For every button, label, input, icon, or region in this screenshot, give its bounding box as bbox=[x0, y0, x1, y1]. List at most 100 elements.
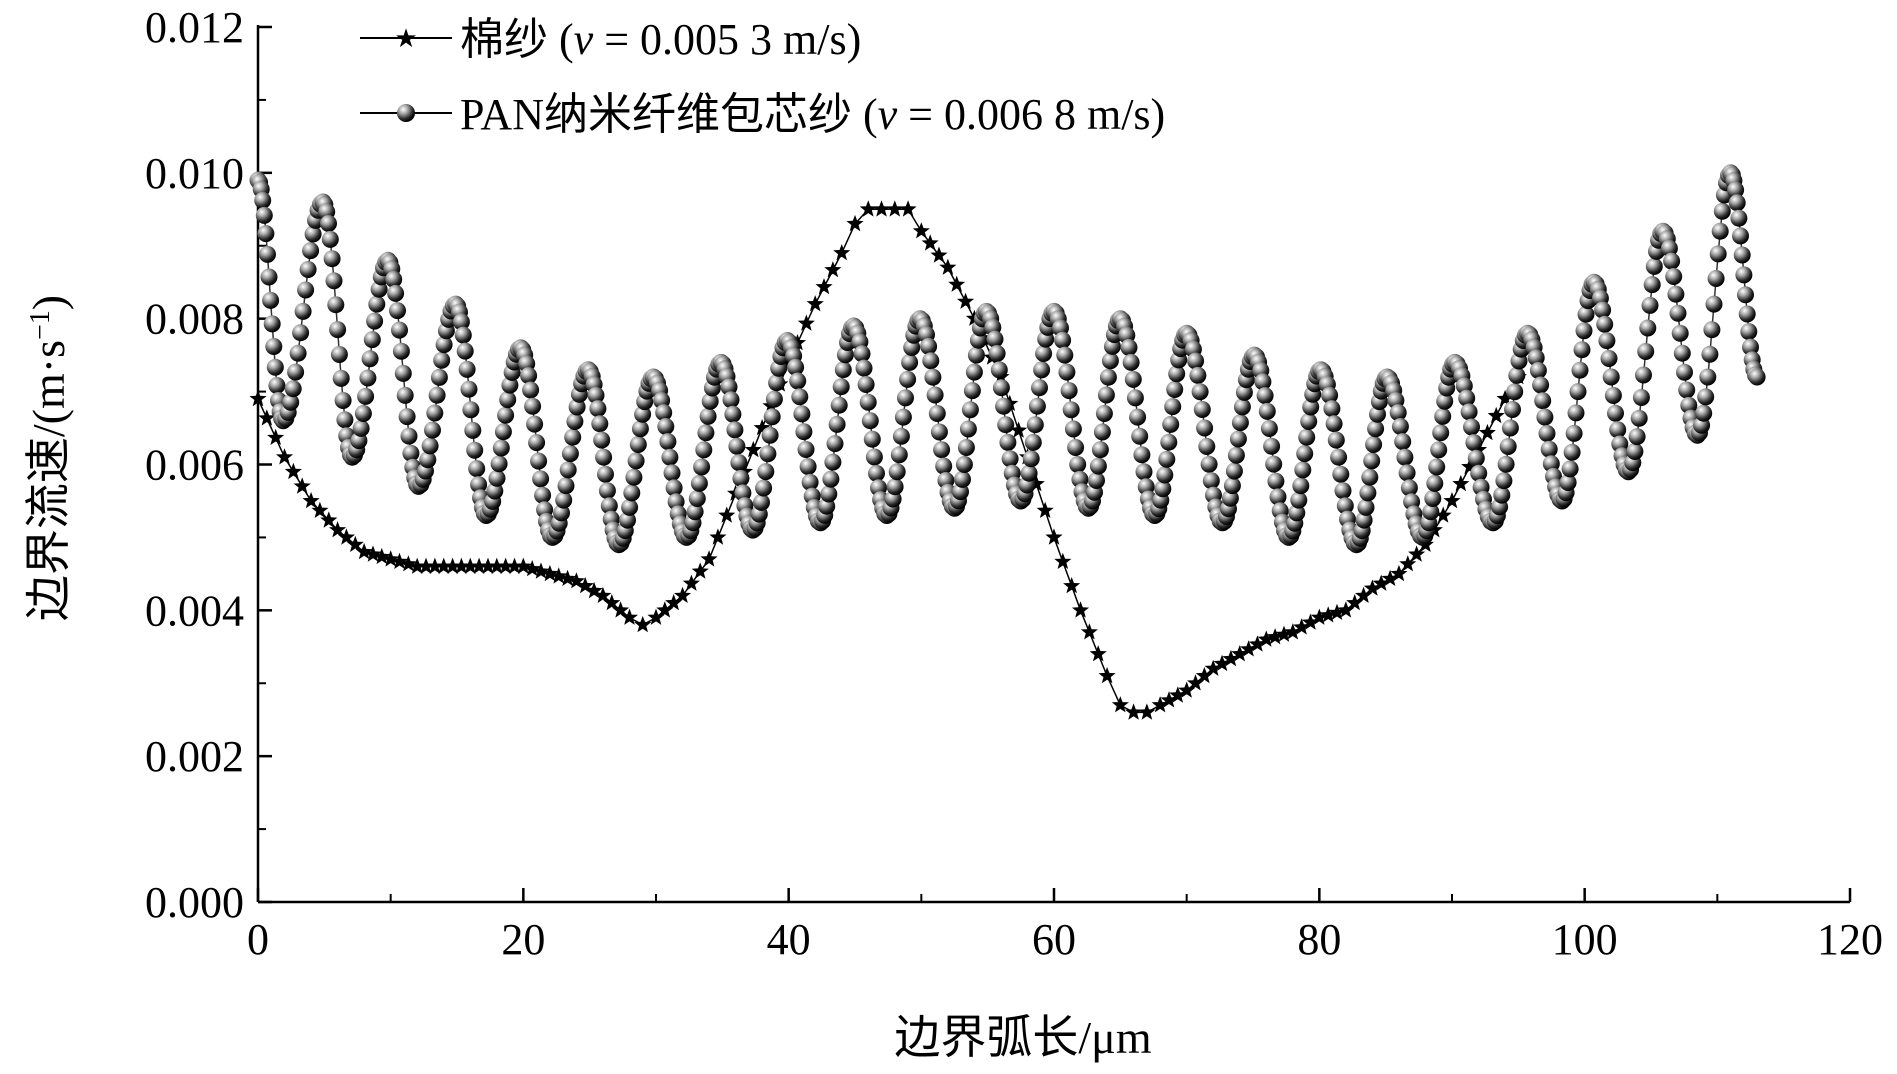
pan-data-point bbox=[933, 441, 951, 459]
pan-data-point bbox=[1290, 491, 1308, 509]
pan-data-point bbox=[1126, 389, 1144, 407]
cotton-data-point bbox=[408, 557, 426, 574]
pan-data-point bbox=[924, 368, 942, 386]
cotton-data-point bbox=[337, 528, 355, 545]
cotton-data-point bbox=[1027, 474, 1045, 492]
pan-data-point bbox=[853, 345, 871, 363]
cotton-data-point bbox=[391, 552, 409, 569]
pan-data-point bbox=[787, 358, 805, 376]
pan-data-point bbox=[759, 445, 777, 463]
pan-data-point bbox=[1323, 400, 1341, 418]
cotton-data-point bbox=[634, 615, 652, 633]
pan-data-point bbox=[387, 284, 405, 302]
cotton-data-point bbox=[435, 557, 453, 574]
cotton-data-point bbox=[532, 562, 550, 579]
pan-data-point bbox=[1529, 362, 1547, 379]
pan-data-point bbox=[955, 456, 973, 473]
pan-data-point bbox=[435, 336, 453, 354]
pan-data-point bbox=[528, 434, 546, 452]
cotton-data-point bbox=[1372, 574, 1390, 591]
pan-data-point bbox=[1738, 305, 1756, 323]
pan-data-point bbox=[464, 421, 482, 439]
pan-data-point bbox=[1260, 420, 1278, 437]
pan-data-point bbox=[1559, 474, 1577, 491]
cotton-data-point bbox=[1346, 594, 1364, 611]
pan-data-point bbox=[402, 444, 420, 462]
pan-data-point bbox=[282, 393, 300, 411]
pan-data-point bbox=[321, 230, 339, 248]
cotton-data-point bbox=[921, 234, 939, 251]
pan-data-point bbox=[327, 296, 345, 314]
pan-data-point bbox=[1628, 428, 1646, 446]
axes bbox=[256, 25, 1852, 904]
pan-data-point bbox=[1258, 402, 1276, 420]
pan-data-point bbox=[1391, 418, 1409, 435]
cotton-data-point bbox=[682, 574, 700, 591]
pan-data-point bbox=[695, 441, 713, 459]
pan-data-point bbox=[954, 470, 971, 488]
cotton-data-point bbox=[293, 477, 311, 494]
cotton-data-point bbox=[576, 577, 594, 594]
pan-data-point bbox=[302, 242, 320, 260]
pan-data-point bbox=[1703, 321, 1721, 339]
pan-data-point bbox=[1501, 419, 1519, 437]
pan-data-point bbox=[1733, 246, 1751, 264]
pan-data-point bbox=[1187, 352, 1205, 370]
pan-data-point bbox=[330, 346, 348, 363]
cotton-data-point bbox=[1098, 667, 1116, 684]
pan-data-point bbox=[1398, 464, 1416, 482]
pan-data-point bbox=[1191, 383, 1209, 401]
x-axis-title: 边界弧长/μm bbox=[894, 1012, 1151, 1063]
cotton-data-point bbox=[797, 314, 815, 331]
pan-data-point bbox=[926, 386, 944, 404]
y-axis-title-close: ) bbox=[23, 295, 74, 310]
pan-data-point bbox=[634, 405, 652, 423]
pan-data-point bbox=[1336, 497, 1354, 515]
pan-data-point bbox=[368, 295, 386, 313]
pan-data-point bbox=[990, 361, 1008, 379]
pan-data-point bbox=[1235, 383, 1253, 401]
cotton-data-point bbox=[1443, 492, 1461, 509]
y-tick-label: 0.012 bbox=[145, 3, 244, 52]
pan-data-point bbox=[1355, 511, 1373, 529]
cotton-data-point bbox=[452, 557, 470, 574]
x-tick-label: 100 bbox=[1552, 915, 1618, 964]
pan-data-point bbox=[997, 416, 1015, 434]
cotton-data-point bbox=[514, 557, 532, 574]
pan-data-point bbox=[1091, 441, 1109, 459]
pan-data-point bbox=[357, 387, 375, 405]
pan-data-point bbox=[424, 421, 441, 439]
pan-data-point bbox=[1193, 401, 1211, 418]
pan-data-point bbox=[292, 324, 310, 342]
pan-data-point bbox=[526, 415, 544, 433]
cotton-data-point bbox=[1496, 389, 1514, 407]
pan-data-point bbox=[1001, 450, 1019, 468]
pan-data-point bbox=[323, 250, 341, 268]
pan-data-point bbox=[734, 484, 752, 502]
pan-data-point bbox=[1630, 409, 1648, 427]
pan-data-point bbox=[589, 400, 607, 418]
y-tick-label: 0.004 bbox=[145, 586, 244, 635]
pan-data-point bbox=[392, 342, 410, 360]
cotton-data-point bbox=[585, 581, 603, 599]
pan-data-point bbox=[1602, 368, 1620, 386]
pan-data-point bbox=[336, 411, 354, 429]
pan-data-point bbox=[832, 378, 850, 396]
pan-data-point bbox=[332, 369, 350, 387]
cotton-data-point bbox=[1266, 628, 1284, 645]
pan-data-point bbox=[1256, 387, 1274, 405]
cotton-data-point bbox=[1390, 564, 1408, 582]
pan-data-point bbox=[1367, 420, 1385, 438]
pan-data-point bbox=[1632, 389, 1650, 406]
pan-data-point bbox=[1022, 450, 1040, 468]
pan-data-point bbox=[761, 426, 779, 444]
pan-data-point bbox=[1101, 352, 1119, 370]
legend-sphere-icon bbox=[397, 104, 415, 122]
pan-data-point bbox=[665, 479, 683, 497]
pan-data-point bbox=[1292, 477, 1310, 495]
pan-data-point bbox=[834, 361, 852, 379]
pan-data-point bbox=[359, 369, 377, 387]
pan-data-point bbox=[961, 401, 979, 419]
pan-data-point bbox=[363, 331, 381, 349]
cotton-data-point bbox=[505, 557, 523, 574]
